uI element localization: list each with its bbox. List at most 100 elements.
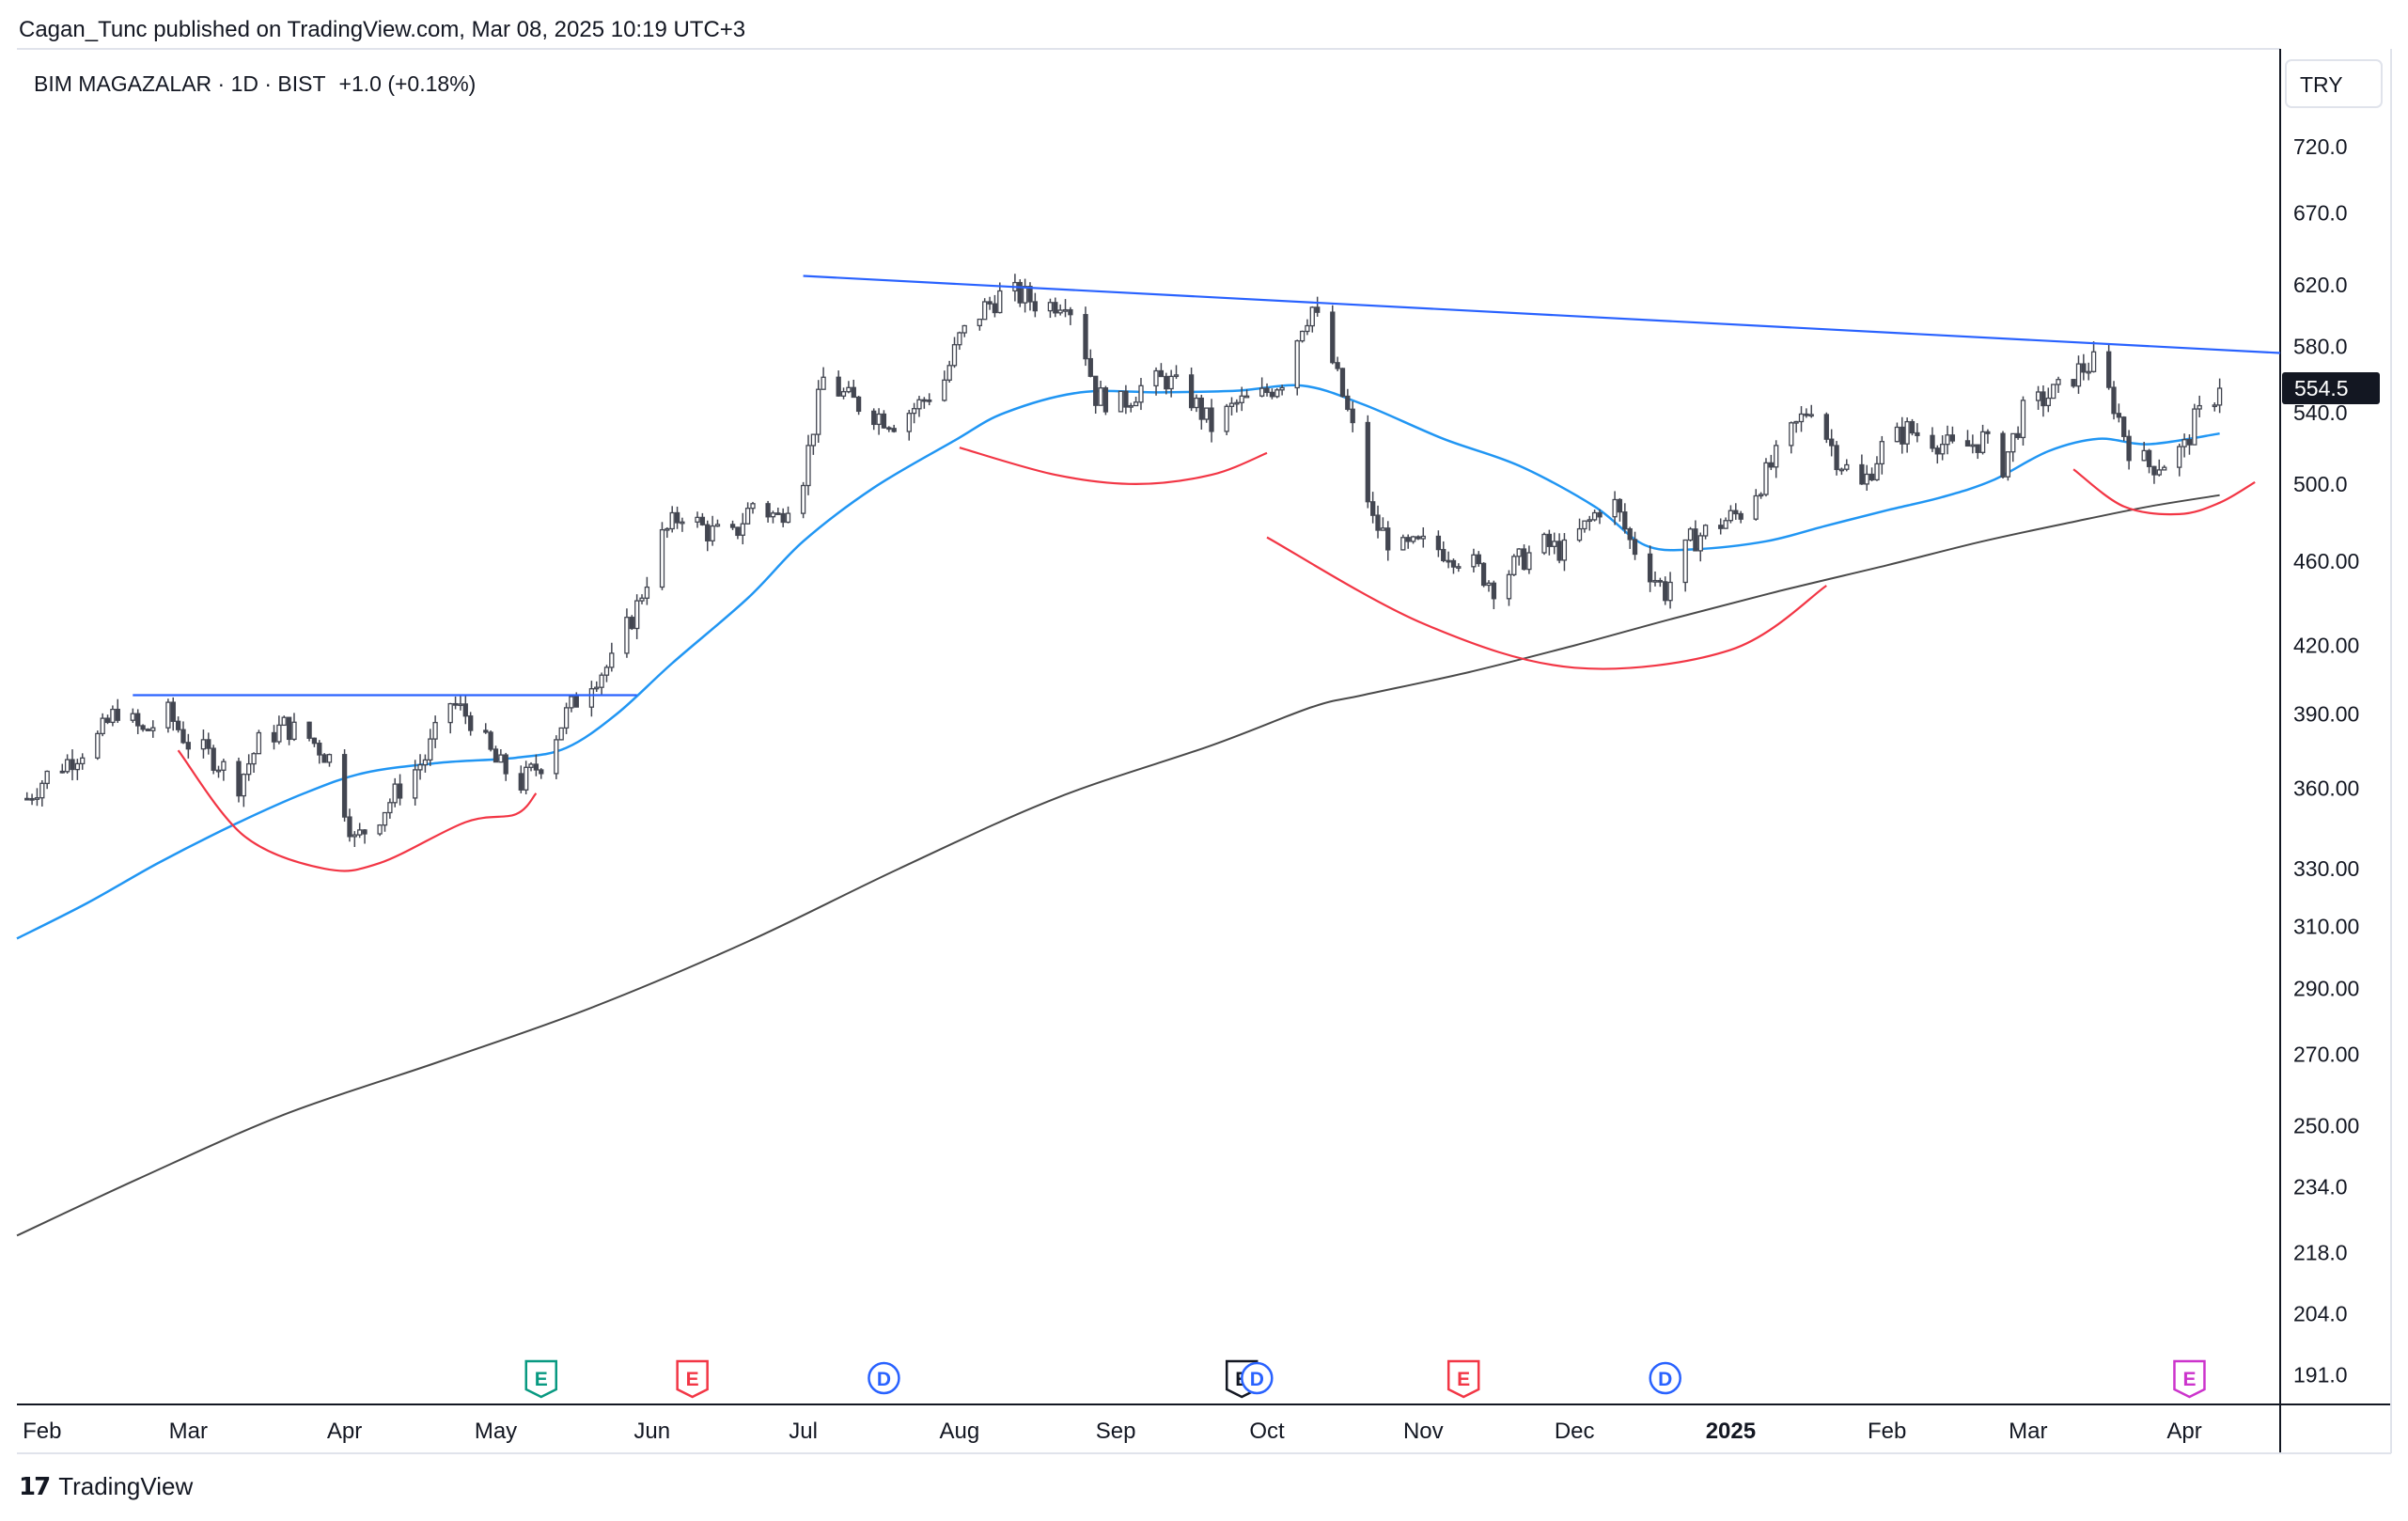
candle-body [1098, 387, 1103, 406]
candle-body [1632, 539, 1638, 556]
candle-body [317, 742, 322, 756]
candle-body [2162, 466, 2167, 471]
candle-body [710, 525, 715, 541]
candle-body [488, 731, 493, 750]
candle-body [165, 701, 171, 729]
candle-body [1838, 468, 1845, 472]
candle-body [1556, 541, 1562, 561]
candle-body [805, 445, 811, 487]
candle-body [2177, 446, 2182, 468]
price-tick-label: 670.0 [2293, 201, 2348, 226]
event-markers: EEDEDEDE [524, 1359, 2206, 1399]
candle-body [821, 376, 826, 390]
candle-body [1844, 463, 1850, 470]
candle-body [1934, 447, 1940, 455]
candle-body [1128, 404, 1134, 408]
earnings-marker-icon: E [524, 1359, 558, 1399]
candle-body [306, 721, 312, 739]
price-tick-label: 720.0 [2293, 134, 2348, 159]
candle-body [1804, 413, 1809, 416]
price-axis[interactable]: 191.0 204.0 218.0 234.0 250.00 270.00 290.00 31… [2293, 134, 2359, 1388]
candle-body [851, 386, 856, 399]
candle-body [1582, 520, 1587, 530]
candle-body [1774, 445, 1779, 468]
candle-body [599, 674, 604, 688]
candle-body [1093, 375, 1099, 406]
candle-body [1274, 389, 1280, 398]
candle-body [1234, 401, 1240, 405]
candle-body [1062, 308, 1069, 312]
candle-body [1435, 535, 1442, 551]
event-marker-label: E [1457, 1369, 1470, 1390]
candle-body [1380, 527, 1386, 531]
candle-body [1027, 286, 1033, 303]
tradingview-brand[interactable]: 17 TradingView [19, 1472, 193, 1501]
candle-body [1808, 414, 1814, 417]
candle-body [533, 763, 539, 771]
candle-body [1365, 421, 1370, 503]
candle-body [1259, 387, 1265, 397]
candle-body [1702, 525, 1709, 537]
ma50-layer [16, 384, 2220, 940]
price-tick-label: 360.00 [2293, 776, 2359, 800]
candle-body [1456, 566, 1462, 569]
price-tick-label: 218.0 [2293, 1240, 2348, 1264]
candle-body [1879, 441, 1884, 465]
rounding-arc [959, 447, 1268, 486]
candle-body [927, 399, 932, 402]
currency-selector[interactable]: TRY [2285, 59, 2383, 108]
candle-body [639, 597, 645, 602]
candle-body [563, 707, 570, 729]
candle-body [1173, 374, 1180, 378]
candle-body [785, 512, 791, 524]
candle-body [569, 696, 574, 709]
candle-body [1869, 473, 1875, 481]
dividend-circle [868, 1361, 900, 1395]
candle-body [1768, 462, 1774, 468]
candle-body [1506, 573, 1512, 600]
candle-body [1970, 444, 1976, 447]
price-tick-label: 500.0 [2293, 472, 2348, 496]
candle-body [180, 729, 186, 744]
candle-body [281, 716, 287, 727]
candle-body [291, 721, 297, 741]
candle-body [1168, 375, 1174, 390]
candle-body [1753, 494, 1759, 520]
trendline-descending-resistance [803, 274, 2281, 354]
candle-body [2151, 465, 2157, 476]
candle-body [417, 763, 423, 771]
dividend-marker-icon: D [868, 1361, 900, 1395]
candle-body [1798, 413, 1805, 423]
candle-body [594, 686, 600, 690]
candle-body [1415, 536, 1421, 540]
time-tick-label: Jul [789, 1419, 818, 1444]
candle-body [1561, 539, 1568, 561]
candle-body [2005, 451, 2011, 478]
candle-body [871, 410, 877, 426]
candle-body [2086, 370, 2091, 374]
candle-body [1410, 536, 1416, 542]
event-marker-label: E [2182, 1369, 2196, 1390]
candle-body [1294, 339, 1300, 389]
candle-body [1874, 463, 1880, 481]
price-tick-label: 290.00 [2293, 976, 2359, 1000]
candle-body [2192, 408, 2197, 446]
event-marker-label: E [535, 1369, 548, 1390]
candle-body [1299, 330, 1306, 342]
candle-body [2141, 449, 2147, 462]
rounding-arc [1266, 536, 1827, 670]
candle-body [1083, 314, 1088, 360]
symbol-legend: BIM MAGAZALAR · 1D · BIST +1.0 (+0.18%) [34, 71, 476, 96]
candle-body [24, 797, 30, 801]
candle-body [1930, 434, 1935, 449]
candle-body [1239, 395, 1244, 403]
time-axis[interactable]: Feb Mar Apr May Jun Jul Aug Sep Oct Nov Dec 2025 Feb… [23, 1419, 2202, 1444]
candle-body [175, 720, 181, 730]
price-tick-label: 310.00 [2293, 915, 2359, 939]
candle-body [1309, 306, 1315, 327]
candle-body [735, 526, 741, 537]
candle-body [680, 521, 685, 525]
candle-body [588, 688, 595, 708]
candle-body [1823, 414, 1829, 440]
